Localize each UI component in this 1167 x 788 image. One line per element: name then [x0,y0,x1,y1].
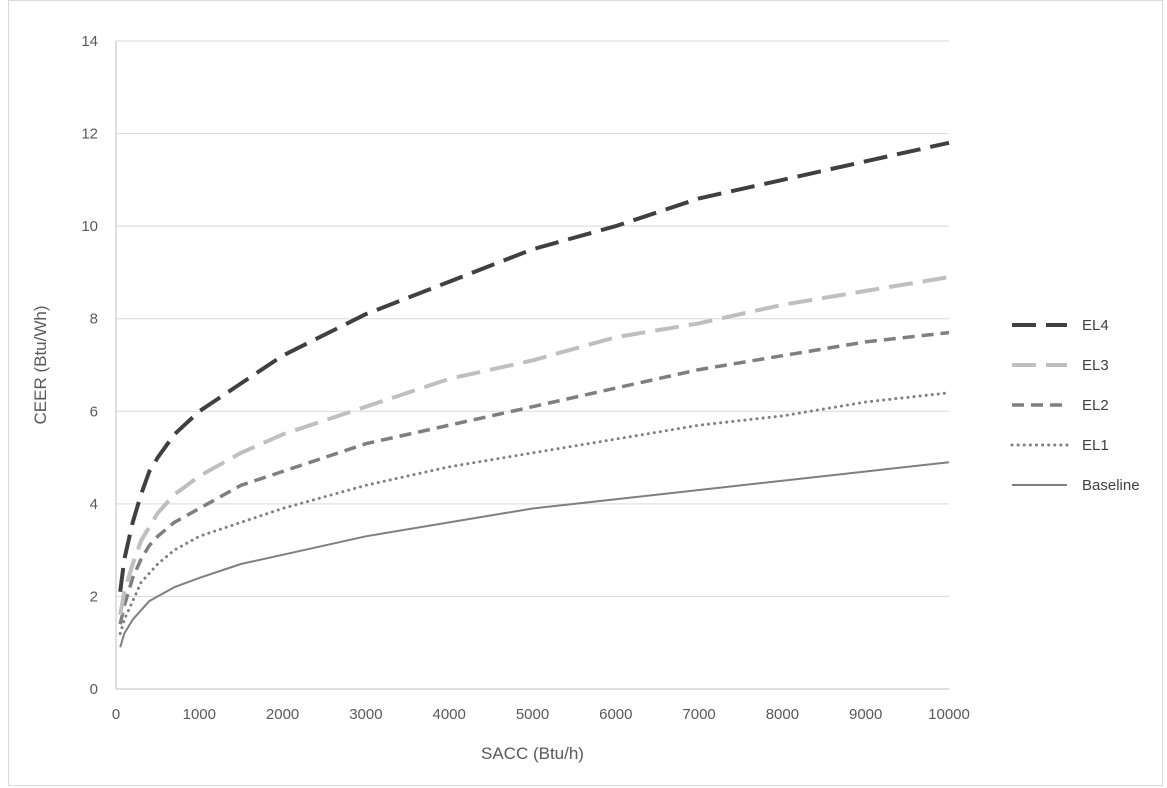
x-tick-label: 1000 [183,706,216,723]
y-tick-label: 14 [81,33,98,50]
x-tick-labels: 0 1000 2000 3000 4000 5000 6000 7000 8000 9000 100… [112,706,970,723]
legend-label-el3: EL3 [1082,357,1109,374]
y-tick-label: 12 [81,126,98,143]
x-tick-label: 0 [112,706,120,723]
y-tick-label: 2 [90,588,98,605]
x-axis-title: SACC (Btu/h) [481,744,584,763]
y-tick-label: 6 [90,403,98,420]
chart-frame [8,0,1163,786]
y-tick-label: 4 [90,496,98,513]
series-line-baseline [119,461,950,648]
legend-label-el2: EL2 [1082,397,1109,414]
y-tick-label: 10 [81,218,98,235]
gridlines [116,40,949,597]
x-tick-label: 5000 [516,706,549,723]
series-lines [118,140,951,648]
series-line-el4 [118,140,950,593]
legend: EL4 EL3 EL2 EL1 Baseline [1010,317,1140,494]
y-tick-labels: 0 2 4 6 8 10 12 14 [81,33,98,698]
x-tick-label: 4000 [433,706,466,723]
y-tick-label: 0 [90,681,98,698]
series-line-el2 [118,330,950,625]
legend-label-baseline: Baseline [1082,477,1140,494]
x-tick-label: 3000 [349,706,382,723]
x-tick-label: 6000 [599,706,632,723]
y-tick-label: 8 [90,311,98,328]
x-tick-label: 8000 [766,706,799,723]
x-tick-label: 2000 [266,706,299,723]
legend-label-el1: EL1 [1082,437,1109,454]
y-axis-title: CEER (Btu/Wh) [31,305,50,424]
x-tick-label: 10000 [928,706,970,723]
x-tick-label: 9000 [849,706,882,723]
x-tick-label: 7000 [682,706,715,723]
series-line-el3 [118,275,950,616]
legend-label-el4: EL4 [1082,317,1109,334]
series-line-el1 [118,391,951,635]
